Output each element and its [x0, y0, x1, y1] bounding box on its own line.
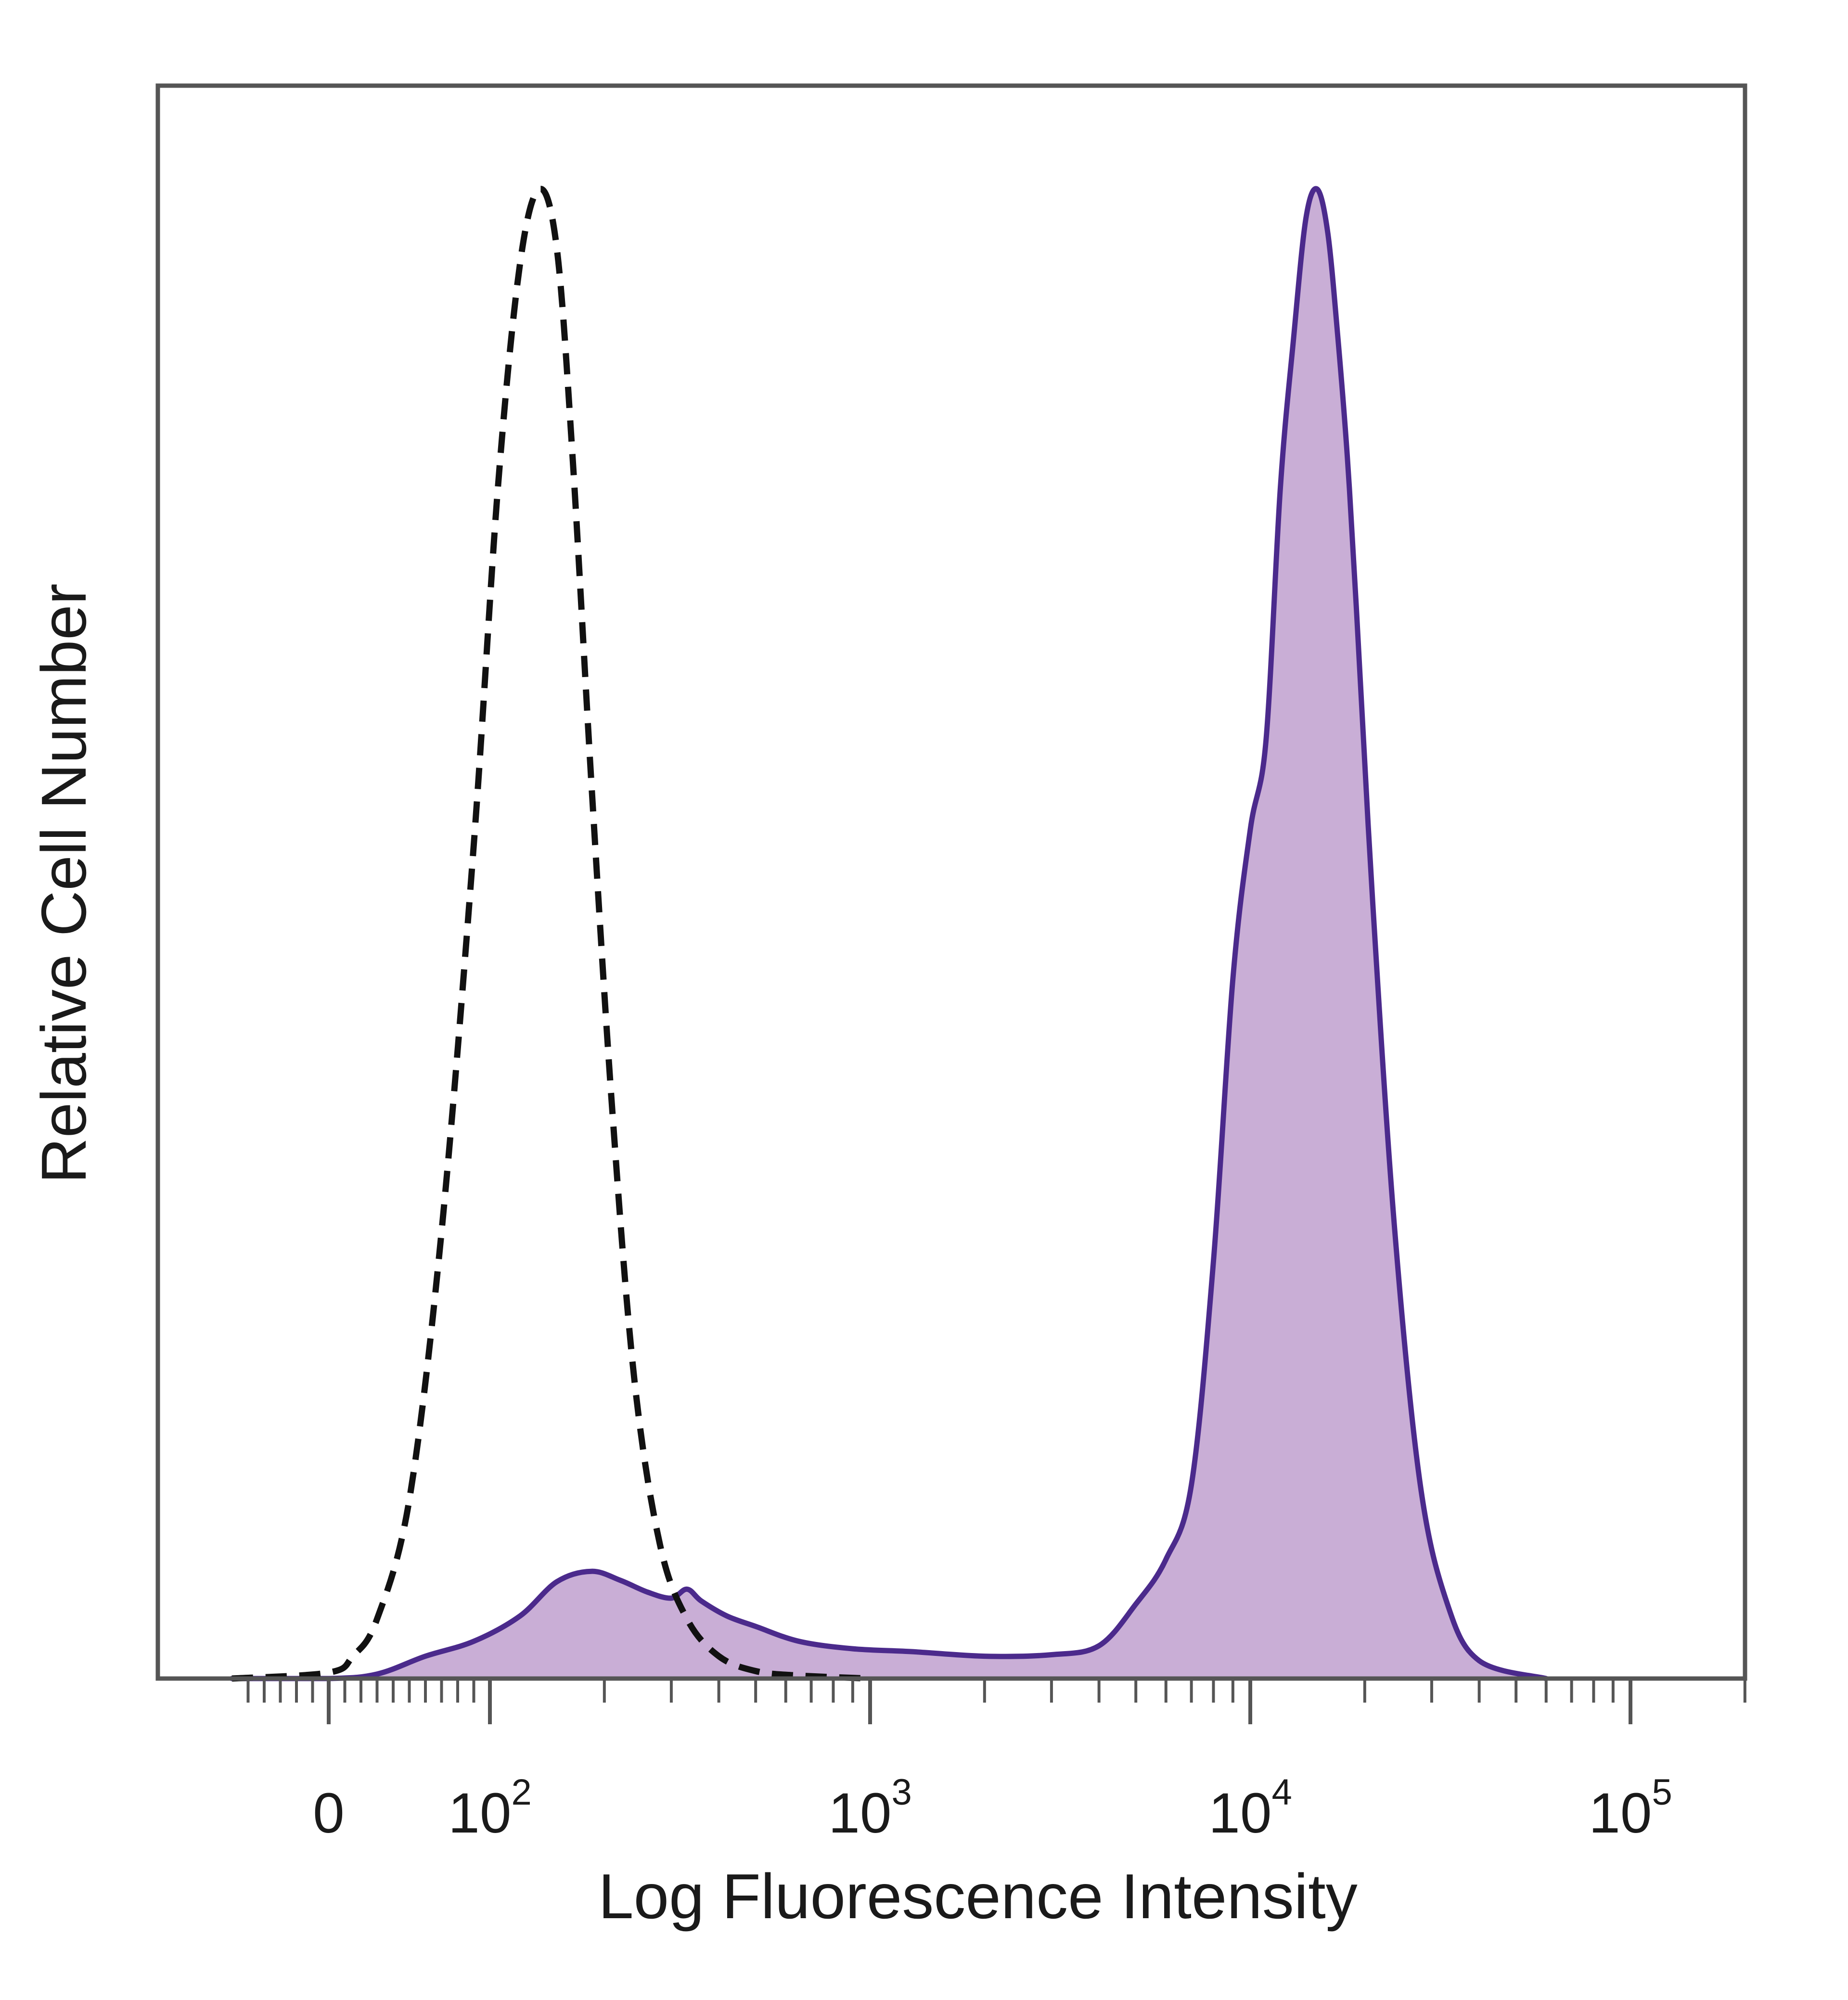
y-axis-title: Relative Cell Number	[28, 583, 99, 1183]
x-tick-label-base: 10	[1208, 1782, 1271, 1845]
series-layer	[229, 186, 1549, 1682]
isotype-control-dashed-line	[231, 186, 871, 1682]
plot-frame	[155, 83, 1747, 1681]
x-axis-title: Log Fluorescence Intensity	[598, 1861, 1358, 1932]
x-tick-label: 105	[1589, 1772, 1672, 1845]
major-ticks	[327, 1679, 1632, 1724]
x-tick-label-base: 10	[1589, 1782, 1652, 1845]
x-tick-label: 0	[313, 1782, 345, 1845]
x-tick-label-base: 10	[448, 1782, 511, 1845]
x-tick-label-exponent: 5	[1652, 1772, 1672, 1813]
x-tick-label-exponent: 4	[1271, 1772, 1292, 1813]
x-tick-label: 103	[828, 1772, 912, 1845]
tick-labels: 0 102 103 104 105	[313, 1772, 1672, 1845]
minor-ticks	[246, 1679, 1746, 1703]
x-tick-label-exponent: 2	[511, 1772, 531, 1813]
stained-histogram-fill	[232, 189, 1546, 1679]
stained-histogram-line	[229, 186, 1549, 1681]
x-tick-label-base: 10	[828, 1782, 891, 1845]
x-tick-label-exponent: 3	[891, 1772, 911, 1813]
x-tick-label-base: 0	[313, 1782, 345, 1845]
x-tick-label: 104	[1208, 1772, 1292, 1845]
x-tick-label: 102	[448, 1772, 532, 1845]
